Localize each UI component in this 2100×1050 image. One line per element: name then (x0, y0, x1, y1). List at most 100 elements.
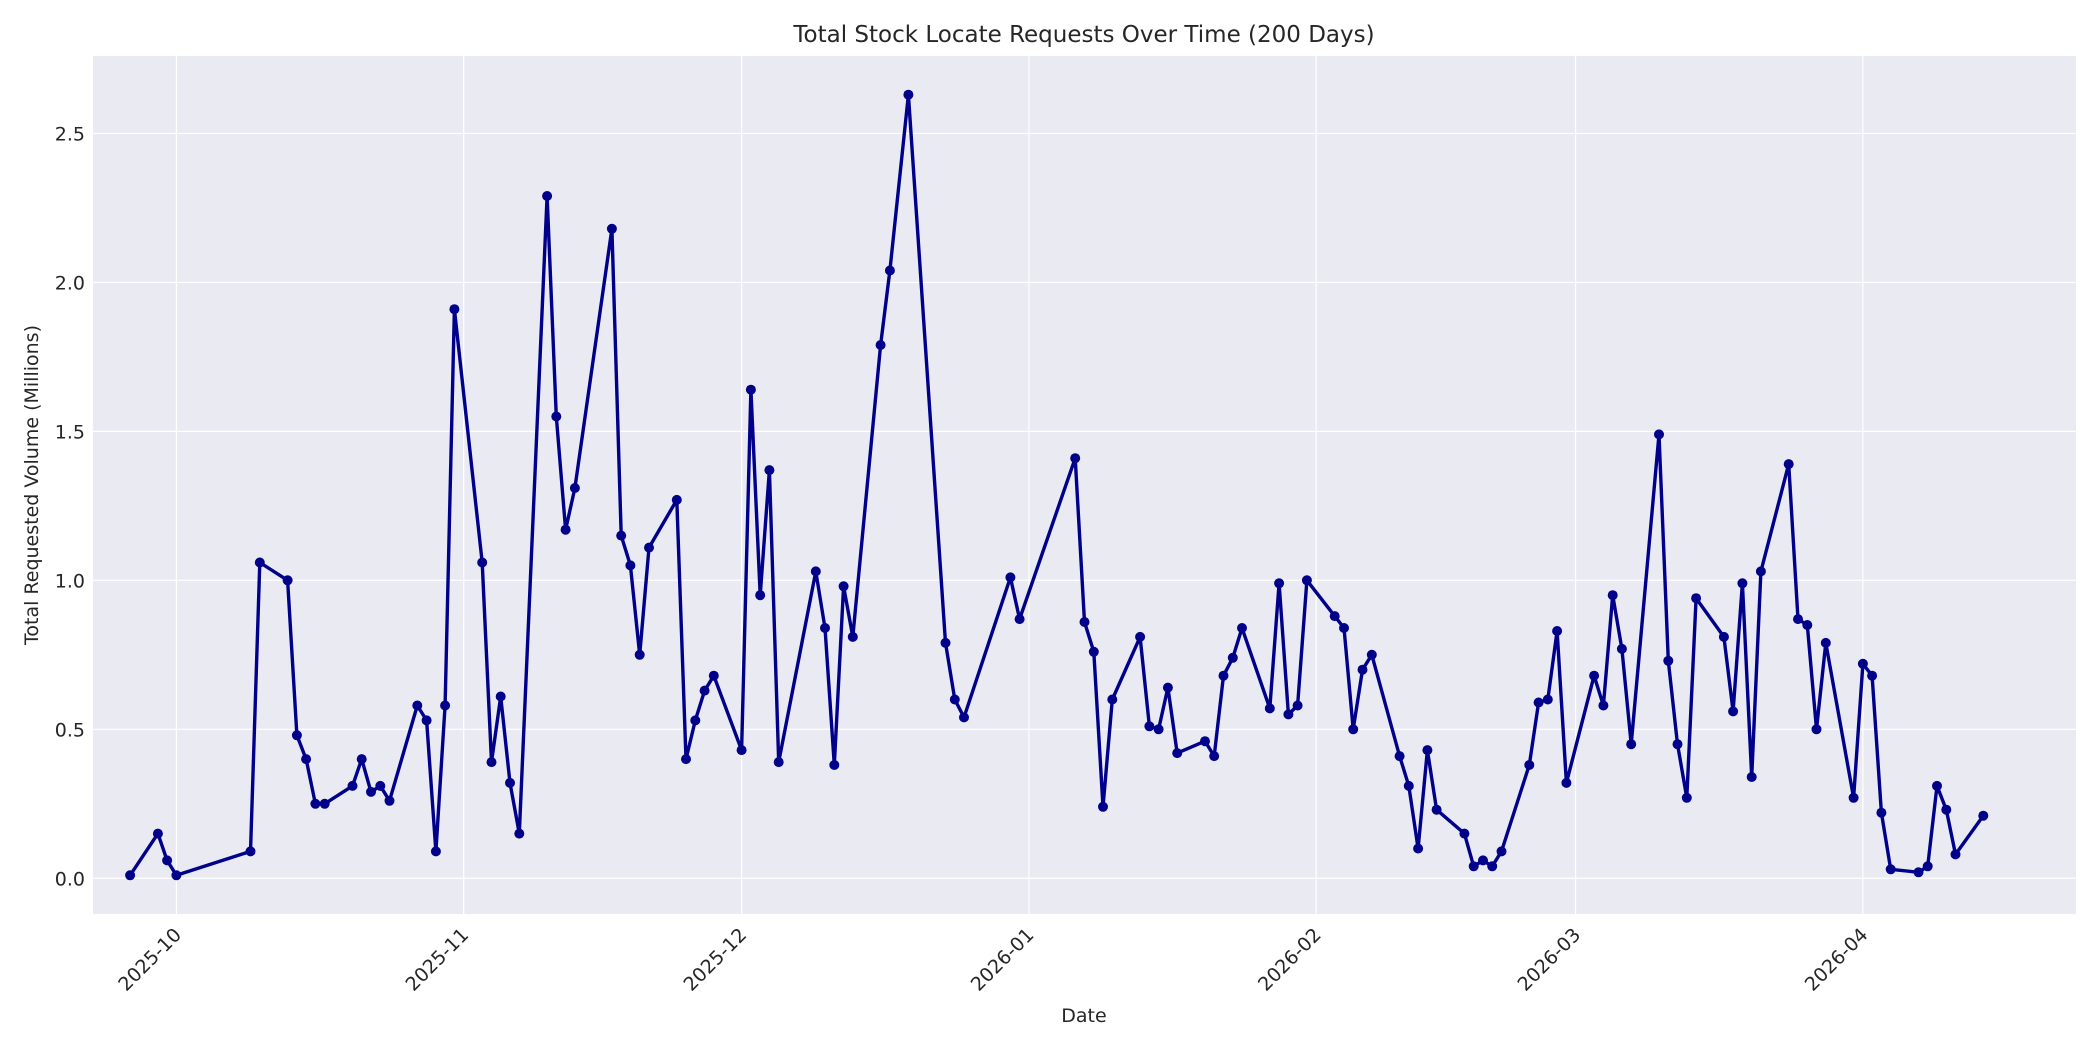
data-point (1014, 614, 1025, 625)
x-tick-label: 2025-11 (401, 924, 473, 996)
data-point (560, 524, 571, 535)
data-point (1227, 652, 1238, 663)
data-point (940, 637, 951, 648)
data-point (1496, 846, 1507, 857)
y-tick-label: 2.0 (55, 272, 85, 294)
data-point (1005, 572, 1016, 583)
data-point (764, 465, 775, 476)
data-point (310, 798, 321, 809)
data-point (708, 670, 719, 681)
data-point (773, 757, 784, 768)
data-point (1144, 721, 1155, 732)
x-tick-label: 2026-04 (1801, 924, 1873, 996)
data-point (847, 631, 858, 642)
data-point (1431, 804, 1442, 815)
data-point (1691, 593, 1702, 604)
data-point (282, 575, 293, 586)
data-point (1783, 459, 1794, 470)
data-point (1737, 578, 1748, 589)
data-point (1654, 429, 1664, 440)
y-tick-label: 0.0 (55, 868, 85, 890)
data-point (1552, 626, 1563, 636)
data-point (959, 712, 969, 723)
data-point (245, 846, 256, 857)
y-axis-label: Total Requested Volume (Millions) (21, 325, 43, 646)
data-point (347, 780, 358, 791)
data-point (1070, 453, 1081, 464)
data-point (1107, 694, 1118, 705)
data-point (1932, 780, 1942, 791)
data-point (1339, 623, 1349, 633)
data-point (1348, 724, 1359, 735)
data-point (616, 530, 627, 541)
y-tick-label: 0.5 (55, 719, 85, 741)
data-point (1876, 807, 1887, 818)
data-point (1978, 810, 1989, 821)
data-point (1264, 703, 1275, 714)
data-point (736, 745, 747, 756)
x-tick-label: 2026-01 (967, 924, 1039, 996)
data-point (1589, 670, 1600, 681)
data-point (1366, 649, 1377, 660)
data-point (1941, 804, 1952, 815)
data-point (1329, 611, 1340, 622)
data-point (625, 560, 636, 571)
data-point (1867, 670, 1878, 681)
data-point (1607, 590, 1618, 601)
data-point (1274, 578, 1285, 589)
data-point (634, 649, 645, 660)
data-point (477, 557, 488, 568)
data-point (1848, 792, 1859, 803)
data-point (1459, 828, 1470, 839)
grid (93, 56, 2076, 914)
data-point (681, 754, 691, 765)
data-point (1357, 664, 1368, 675)
data-point (1218, 670, 1229, 681)
x-tick-label: 2026-03 (1513, 924, 1585, 996)
data-point (1616, 643, 1627, 654)
data-point (171, 870, 182, 881)
data-point (1728, 706, 1739, 717)
data-point (430, 846, 441, 857)
x-tick-label: 2026-02 (1254, 924, 1326, 996)
data-point (1950, 849, 1961, 860)
data-point (421, 715, 432, 726)
data-point (1098, 801, 1108, 812)
y-tick-label: 1.5 (55, 421, 85, 443)
data-point (375, 780, 386, 791)
data-point (1413, 843, 1424, 854)
data-point (1403, 780, 1414, 791)
data-point (254, 557, 265, 568)
data-point (949, 694, 960, 705)
data-point (1135, 631, 1146, 642)
data-point (1209, 751, 1220, 762)
x-axis-ticks: 2025-10 2025-11 2025-12 2026-01 2026-02 2026-… (114, 924, 1872, 996)
data-point (291, 730, 302, 741)
data-point (1793, 614, 1803, 625)
data-point (366, 786, 376, 797)
data-point (551, 411, 562, 422)
data-point (1283, 709, 1294, 720)
data-point (125, 870, 136, 881)
data-point (1913, 867, 1924, 878)
data-point (1857, 658, 1868, 669)
chart-title: Total Stock Locate Requests Over Time (2… (792, 22, 1374, 48)
data-point (440, 700, 451, 711)
data-point (1663, 655, 1674, 666)
y-tick-label: 1.0 (55, 570, 85, 592)
data-point (1292, 700, 1303, 711)
data-point (1811, 724, 1822, 735)
data-point (829, 760, 840, 770)
data-point (810, 566, 821, 577)
data-point (1394, 751, 1405, 762)
data-point (1922, 861, 1933, 872)
data-point (1079, 617, 1090, 627)
data-point (542, 191, 553, 201)
data-point (1542, 694, 1553, 705)
data-point (1162, 682, 1173, 693)
data-point (838, 581, 849, 592)
data-point (152, 828, 163, 839)
data-point (514, 828, 525, 839)
data-point (1626, 739, 1637, 750)
